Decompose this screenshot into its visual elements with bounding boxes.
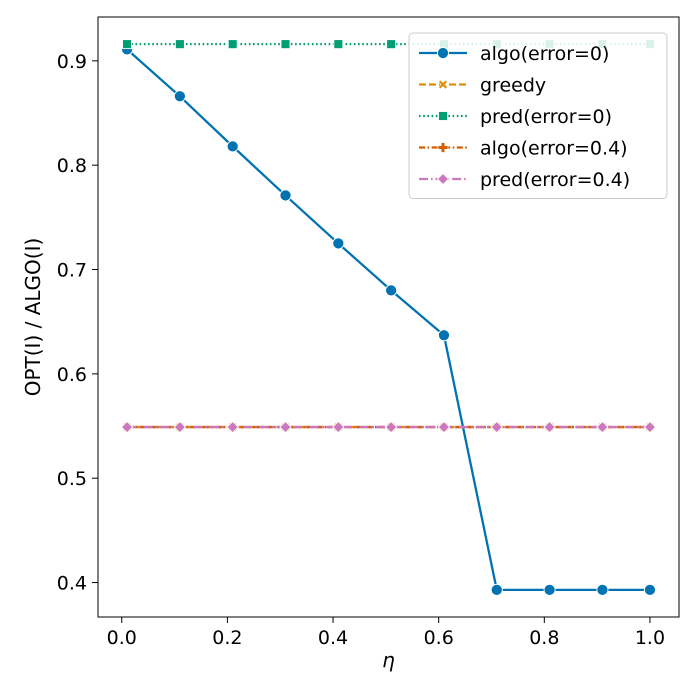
data-point	[279, 420, 292, 434]
data-point	[643, 583, 656, 596]
data-point	[173, 90, 186, 103]
data-point	[643, 420, 657, 434]
x-axis-label: η	[382, 648, 395, 672]
data-point	[386, 39, 397, 50]
data-point	[384, 420, 398, 434]
data-point	[226, 420, 239, 434]
x-tick-label: 0.6	[424, 627, 454, 649]
data-point	[437, 420, 451, 434]
data-point	[596, 583, 609, 596]
x-tick-label: 1.0	[635, 627, 665, 649]
x-tick-label: 0.0	[107, 627, 137, 649]
legend-marker	[436, 46, 450, 60]
data-point	[543, 420, 556, 434]
y-axis: 0.4 0.5 0.6 0.7 0.8 0.9	[57, 51, 98, 595]
data-point	[437, 329, 450, 342]
legend-item: pred(error=0)	[419, 106, 612, 128]
data-point	[332, 420, 345, 434]
data-point	[490, 583, 503, 596]
y-tick-label: 0.7	[57, 260, 87, 282]
y-axis-label: OPT(I) / ALGO(I)	[21, 238, 45, 397]
data-point	[174, 39, 185, 50]
data-point	[122, 39, 133, 50]
data-point	[333, 39, 344, 50]
legend-label: pred(error=0)	[480, 106, 612, 128]
legend-box	[408, 32, 668, 199]
legend-marker	[438, 111, 448, 121]
data-point	[596, 420, 609, 434]
data-point	[490, 420, 503, 434]
legend-item: algo(error=0)	[419, 43, 609, 65]
series-layer	[120, 39, 657, 596]
data-point	[173, 420, 187, 434]
legend-item: greedy	[419, 75, 546, 97]
legend-marker	[437, 142, 449, 153]
legend-item: algo(error=0.4)	[419, 138, 628, 160]
legend-item: pred(error=0.4)	[419, 169, 630, 191]
data-point	[226, 140, 239, 153]
legend: algo(error=0) greedy pred(error=0) algo(err…	[408, 32, 668, 199]
legend-label: greedy	[480, 75, 546, 97]
y-tick-label: 0.8	[57, 155, 87, 177]
x-axis: 0.0 0.2 0.4 0.6 0.8 1.0	[107, 617, 665, 649]
legend-marker	[438, 79, 448, 90]
series-algo-error-0	[121, 43, 656, 596]
y-tick-label: 0.6	[57, 364, 87, 386]
data-point	[120, 420, 134, 434]
legend-label: algo(error=0)	[480, 43, 609, 65]
y-tick-label: 0.4	[57, 573, 87, 595]
data-point	[543, 583, 556, 596]
data-point	[227, 39, 238, 50]
legend-marker	[436, 172, 450, 186]
x-tick-label: 0.2	[212, 627, 242, 649]
x-tick-label: 0.4	[318, 627, 348, 649]
x-tick-label: 0.8	[529, 627, 559, 649]
data-point	[279, 189, 292, 202]
y-tick-label: 0.5	[57, 468, 87, 490]
legend-label: algo(error=0.4)	[480, 138, 628, 160]
data-point	[385, 284, 398, 297]
y-tick-label: 0.9	[57, 51, 87, 73]
plot-frame	[97, 16, 680, 618]
series-pred-error-0-4	[120, 420, 657, 434]
data-point	[332, 237, 345, 250]
data-point	[280, 39, 291, 50]
legend-label: pred(error=0.4)	[480, 169, 630, 191]
